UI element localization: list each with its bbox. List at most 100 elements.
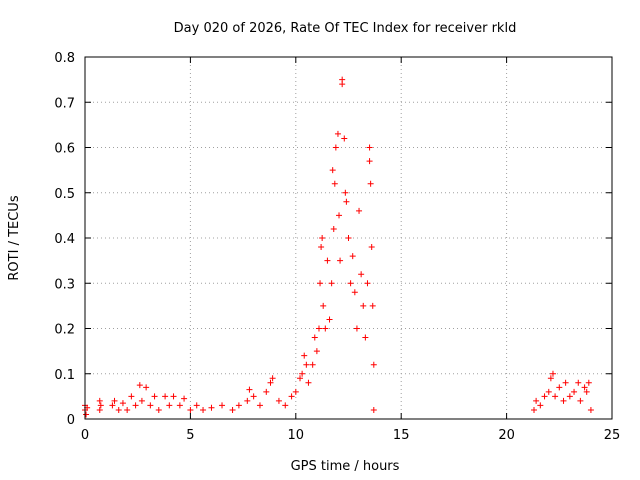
data-point [313, 348, 320, 355]
data-point [541, 393, 548, 400]
data-point [318, 244, 325, 251]
data-point [545, 388, 552, 395]
data-point [560, 397, 567, 404]
plot-frame [84, 56, 613, 420]
x-tick-label: 15 [393, 428, 410, 443]
y-tick-label: 0.8 [54, 51, 75, 66]
data-point [263, 388, 270, 395]
data-point [324, 257, 331, 264]
y-tick-label: 0.1 [54, 368, 75, 383]
data-point [366, 144, 373, 151]
data-point [341, 135, 348, 142]
data-point [162, 393, 169, 400]
data-point [219, 402, 226, 409]
data-point [299, 370, 306, 377]
data-point [282, 402, 289, 409]
data-point [368, 244, 375, 251]
x-tick-label: 25 [604, 428, 621, 443]
data-point [96, 406, 103, 413]
x-axis-label: GPS time / hours [291, 459, 400, 474]
data-point [305, 379, 312, 386]
data-point [362, 334, 369, 341]
data-point [334, 130, 341, 137]
data-points [82, 76, 594, 418]
data-point [587, 406, 594, 413]
data-point [193, 402, 200, 409]
data-point [151, 393, 158, 400]
data-point [309, 361, 316, 368]
data-point [326, 316, 333, 323]
data-point [358, 271, 365, 278]
data-point [147, 402, 154, 409]
data-point [329, 167, 336, 174]
grid [85, 57, 612, 419]
data-point [366, 158, 373, 165]
data-point [571, 388, 578, 395]
data-point [208, 404, 215, 411]
data-point [575, 379, 582, 386]
data-point [111, 397, 118, 404]
data-point [370, 361, 377, 368]
data-point [166, 402, 173, 409]
y-tick-label: 0.6 [54, 142, 75, 157]
data-point [311, 334, 318, 341]
data-point [181, 395, 188, 402]
data-point [353, 325, 360, 332]
x-tick-label: 20 [498, 428, 515, 443]
data-point [176, 402, 183, 409]
y-tick-label: 0.4 [54, 232, 75, 247]
data-point [155, 406, 162, 413]
data-point [581, 384, 588, 391]
data-point [360, 302, 367, 309]
data-point [267, 379, 274, 386]
data-point [138, 397, 145, 404]
x-tick-label: 0 [81, 428, 89, 443]
data-point [331, 180, 338, 187]
data-point [328, 280, 335, 287]
data-point [229, 406, 236, 413]
y-tick-label: 0.2 [54, 323, 75, 338]
data-point [301, 352, 308, 359]
data-point [585, 379, 592, 386]
data-point [562, 379, 569, 386]
data-point [364, 280, 371, 287]
data-point [315, 325, 322, 332]
data-point [343, 198, 350, 205]
data-point [367, 180, 374, 187]
data-point [124, 406, 131, 413]
data-point [143, 384, 150, 391]
data-point [235, 402, 242, 409]
data-point [115, 406, 122, 413]
data-point [336, 212, 343, 219]
data-point [566, 393, 573, 400]
data-point [187, 406, 194, 413]
data-point [549, 370, 556, 377]
data-point [288, 393, 295, 400]
data-point [577, 397, 584, 404]
y-tick-label: 0.3 [54, 277, 75, 292]
data-point [269, 375, 276, 382]
data-point [342, 189, 349, 196]
data-point [292, 388, 299, 395]
data-point [351, 289, 358, 296]
data-point [349, 253, 356, 260]
data-point [339, 81, 346, 88]
data-point [369, 302, 376, 309]
data-point [537, 402, 544, 409]
data-point [347, 280, 354, 287]
data-point [170, 393, 177, 400]
data-point [132, 402, 139, 409]
data-point [356, 207, 363, 214]
data-point [319, 235, 326, 241]
data-point [547, 375, 554, 382]
data-point [200, 406, 207, 413]
data-point [297, 375, 304, 382]
data-point [322, 325, 329, 332]
data-point [317, 280, 324, 287]
data-point [583, 388, 590, 395]
data-point [320, 302, 327, 309]
y-tick-label: 0 [67, 413, 75, 428]
x-tick-label: 10 [288, 428, 305, 443]
data-point [119, 400, 126, 407]
